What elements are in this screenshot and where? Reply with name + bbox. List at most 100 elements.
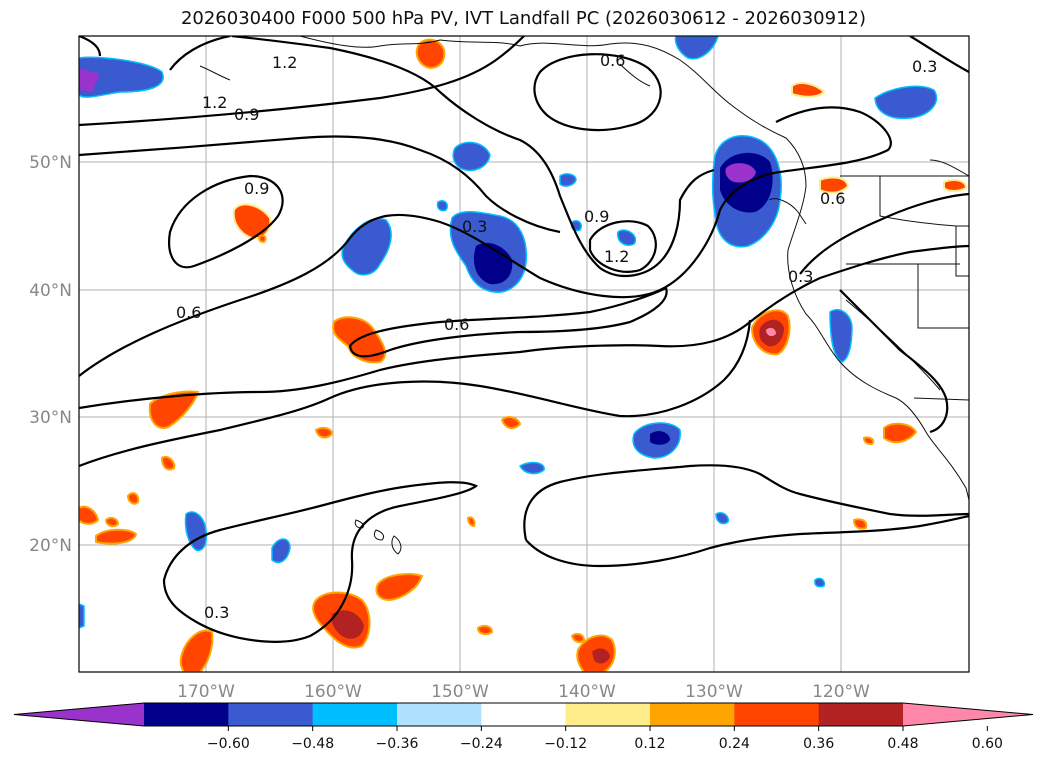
contour-label: 0.6 xyxy=(600,51,625,70)
anomaly-patch xyxy=(436,199,449,212)
contour-label: 0.3 xyxy=(788,267,813,286)
anomaly-patch xyxy=(331,610,364,639)
anomaly-patch xyxy=(559,173,577,187)
anomaly-patch xyxy=(473,242,513,285)
anomaly-patch xyxy=(476,624,494,636)
anomaly-patch xyxy=(814,577,826,588)
lat-label: 40°N xyxy=(29,281,72,301)
lat-label: 20°N xyxy=(29,536,72,556)
anomaly-patch xyxy=(95,528,138,545)
anomaly-patch xyxy=(852,518,868,530)
lon-label: 150°W xyxy=(431,682,489,702)
contour-line xyxy=(523,464,969,541)
lat-label: 30°N xyxy=(29,408,72,428)
colorbar-tick-label: −0.60 xyxy=(207,736,250,752)
colorbar-outline xyxy=(13,702,1034,727)
contour-line xyxy=(79,36,102,57)
map-panel: 1.2 1.2 0.9 0.6 0.3 0.9 0.3 0.9 1.2 0.6 … xyxy=(79,36,969,672)
colorbar-bin xyxy=(565,703,651,726)
latitude-labels: 50°N 40°N 30°N 20°N xyxy=(29,153,72,556)
anomaly-patch xyxy=(862,436,875,446)
contour-labels: 1.2 1.2 0.9 0.6 0.3 0.9 0.3 0.9 1.2 0.6 … xyxy=(176,51,937,622)
contour-label: 0.3 xyxy=(912,57,937,76)
lat-label: 50°N xyxy=(29,153,72,173)
colorbar-extend-right xyxy=(903,703,1033,726)
colorbar-tick-label: 0.48 xyxy=(887,736,918,752)
anomaly-patch xyxy=(79,56,164,98)
colorbar-bin xyxy=(734,703,820,726)
colorbar-bin xyxy=(481,703,567,726)
anomaly-patch xyxy=(592,648,610,664)
anomaly-patch xyxy=(79,603,85,629)
anomaly-patch xyxy=(674,36,719,60)
anomaly-patch xyxy=(819,176,850,194)
colorbar-tick-label: −0.36 xyxy=(376,736,419,752)
lon-label: 170°W xyxy=(177,682,235,702)
anomaly-patch xyxy=(271,538,291,564)
anomaly-patch xyxy=(232,203,272,240)
anomaly-patch xyxy=(519,461,545,475)
anomaly-patch xyxy=(725,163,756,183)
contour-label: 1.2 xyxy=(202,93,227,112)
anomaly-patch xyxy=(148,390,200,429)
longitude-labels: 170°W 160°W 150°W 140°W 130°W 120°W xyxy=(177,682,870,702)
contour-label: 1.2 xyxy=(272,53,297,72)
lon-label: 160°W xyxy=(304,682,362,702)
contour-label: 0.9 xyxy=(584,207,609,226)
anomaly-patch xyxy=(570,632,586,644)
contour-line xyxy=(588,220,657,273)
contour-line xyxy=(168,174,284,269)
contour-line xyxy=(799,192,969,275)
contour-label: 1.2 xyxy=(604,247,629,266)
anomaly-patch xyxy=(715,511,730,525)
contour-line xyxy=(533,53,662,132)
negative-anomaly-patches xyxy=(79,36,938,629)
colorbar-tick-label: 0.60 xyxy=(972,736,1003,752)
colorbar-bin xyxy=(818,703,904,726)
colorbar-tick-label: −0.48 xyxy=(291,736,334,752)
contour-line xyxy=(79,36,525,127)
anomaly-patch xyxy=(79,505,100,525)
colorbar-bin xyxy=(650,703,735,726)
contour-label: 0.6 xyxy=(444,315,469,334)
anomaly-patch xyxy=(766,327,776,337)
lon-label: 140°W xyxy=(558,682,616,702)
anomaly-patch xyxy=(791,82,826,98)
contour-line xyxy=(231,36,715,277)
colorbar: −0.60 −0.48 −0.36 −0.24 −0.12 0.12 0.24 0.36 0.4… xyxy=(13,702,1034,752)
coastlines xyxy=(199,36,969,555)
contour-line xyxy=(79,244,969,410)
contour-label: 0.3 xyxy=(462,217,487,236)
colorbar-bin xyxy=(228,703,314,726)
positive-anomaly-patches xyxy=(79,38,968,672)
map-frame xyxy=(78,35,970,673)
colorbar-tick-label: 0.24 xyxy=(719,736,750,752)
anomaly-patch xyxy=(874,85,938,120)
colorbar-tick-label: 0.12 xyxy=(634,736,665,752)
anomaly-patch xyxy=(126,492,140,505)
lon-label: 130°W xyxy=(685,682,743,702)
anomaly-patch xyxy=(452,141,491,172)
anomaly-patch xyxy=(466,516,476,528)
map-title: 2026030400 F000 500 hPa PV, IVT Landfall… xyxy=(180,8,867,29)
anomaly-patch xyxy=(104,516,120,528)
contour-line xyxy=(162,481,479,643)
contour-line xyxy=(909,36,969,73)
contour-label: 0.9 xyxy=(234,105,259,124)
anomaly-patch xyxy=(160,456,176,471)
anomaly-patch xyxy=(184,511,208,552)
anomaly-patch xyxy=(883,422,918,444)
anomaly-patch xyxy=(79,68,100,92)
colorbar-bin xyxy=(312,703,398,726)
anomaly-patch xyxy=(943,179,968,192)
contour-line xyxy=(79,106,892,377)
contour-label: 0.9 xyxy=(244,179,269,198)
anomaly-patch xyxy=(500,416,522,430)
colorbar-tick-label: −0.24 xyxy=(460,736,503,752)
contour-line xyxy=(79,135,561,234)
contour-label: 0.6 xyxy=(820,189,845,208)
anomaly-patch xyxy=(314,426,334,439)
anomaly-patch xyxy=(258,234,267,244)
anomaly-patch xyxy=(829,308,853,363)
contour-line xyxy=(348,286,668,358)
